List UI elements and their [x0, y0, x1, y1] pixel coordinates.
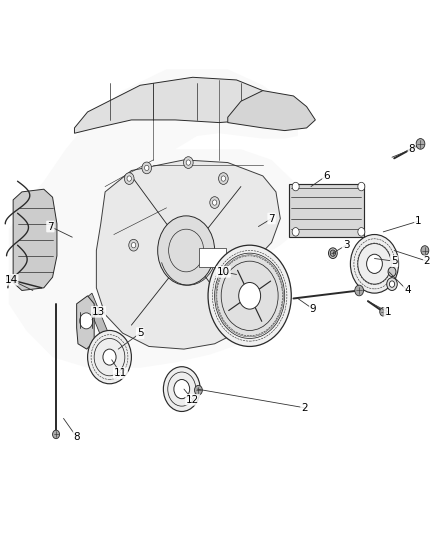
Circle shape: [158, 216, 215, 285]
Circle shape: [208, 245, 291, 346]
Text: 7: 7: [47, 222, 54, 231]
Text: 14: 14: [4, 275, 18, 285]
Circle shape: [292, 182, 299, 191]
Circle shape: [358, 182, 365, 191]
Circle shape: [210, 197, 219, 208]
Text: 11: 11: [114, 368, 127, 378]
Circle shape: [216, 255, 283, 337]
Circle shape: [142, 162, 152, 174]
Circle shape: [389, 281, 395, 287]
Polygon shape: [13, 189, 57, 290]
Circle shape: [219, 173, 228, 184]
Circle shape: [330, 250, 336, 256]
Text: 13: 13: [92, 307, 105, 317]
Circle shape: [212, 200, 217, 205]
Circle shape: [124, 173, 134, 184]
Circle shape: [358, 228, 365, 236]
Circle shape: [416, 139, 425, 149]
Circle shape: [350, 235, 399, 293]
Text: 8: 8: [73, 432, 80, 442]
Circle shape: [184, 157, 193, 168]
Text: 6: 6: [323, 171, 330, 181]
Polygon shape: [85, 293, 116, 357]
Circle shape: [194, 385, 202, 395]
Circle shape: [103, 349, 116, 365]
Polygon shape: [96, 160, 280, 349]
Text: 2: 2: [301, 403, 308, 413]
Polygon shape: [77, 296, 94, 349]
Circle shape: [355, 285, 364, 296]
Polygon shape: [228, 91, 315, 131]
Circle shape: [186, 160, 191, 165]
Text: 5: 5: [137, 328, 144, 338]
Text: 7: 7: [268, 214, 275, 223]
Text: 2: 2: [424, 256, 431, 266]
Polygon shape: [289, 184, 364, 237]
Text: 10: 10: [217, 267, 230, 277]
Circle shape: [7, 275, 13, 282]
Circle shape: [88, 330, 131, 384]
Polygon shape: [9, 69, 298, 368]
Text: 5: 5: [391, 256, 398, 266]
Text: 3: 3: [343, 240, 350, 250]
Circle shape: [80, 313, 93, 329]
Circle shape: [163, 367, 200, 411]
Circle shape: [292, 228, 299, 236]
Text: 4: 4: [404, 286, 411, 295]
Circle shape: [328, 248, 337, 259]
Text: 12: 12: [186, 395, 199, 405]
Circle shape: [129, 239, 138, 251]
Circle shape: [421, 246, 429, 255]
Circle shape: [380, 308, 387, 316]
Text: 9: 9: [310, 304, 317, 314]
Circle shape: [388, 267, 396, 277]
Circle shape: [131, 243, 136, 248]
Circle shape: [387, 278, 397, 290]
Circle shape: [145, 165, 149, 171]
Circle shape: [127, 176, 131, 181]
Circle shape: [53, 430, 60, 439]
Text: 1: 1: [384, 307, 391, 317]
Bar: [199, 248, 226, 266]
Circle shape: [221, 176, 226, 181]
Text: 1: 1: [415, 216, 422, 226]
Polygon shape: [74, 77, 276, 133]
Circle shape: [174, 379, 190, 399]
Circle shape: [367, 254, 382, 273]
Circle shape: [239, 282, 261, 309]
Text: 8: 8: [408, 144, 415, 154]
